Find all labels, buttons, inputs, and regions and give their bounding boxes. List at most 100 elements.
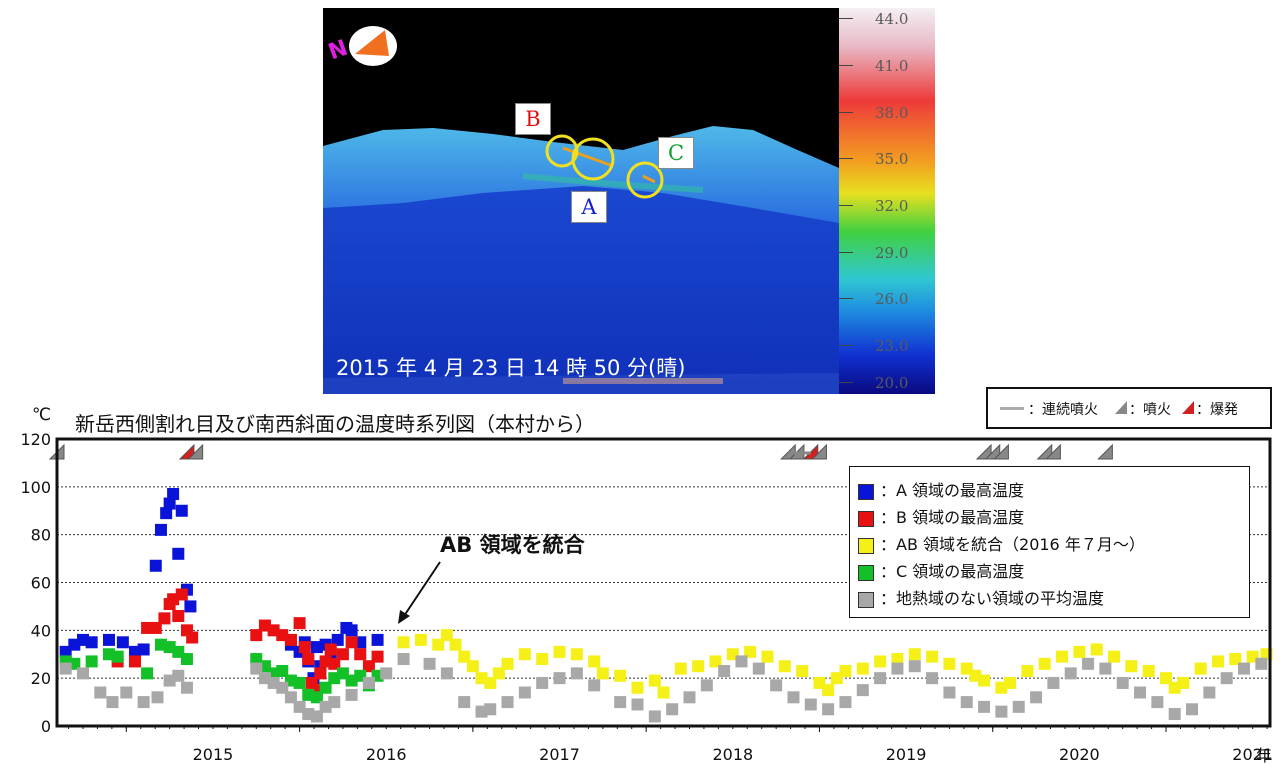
data-point	[59, 662, 72, 675]
data-point	[380, 667, 393, 680]
data-point	[345, 688, 358, 701]
data-point	[960, 696, 973, 709]
data-point	[354, 648, 367, 661]
data-point	[149, 621, 162, 634]
scale-tick: 29.0	[875, 244, 909, 262]
data-point	[536, 653, 549, 666]
data-point	[908, 648, 921, 661]
data-point	[631, 698, 644, 711]
data-point	[770, 679, 783, 692]
data-point	[397, 636, 410, 649]
scale-tick: 44.0	[875, 10, 909, 28]
data-point	[276, 681, 289, 694]
data-point	[284, 691, 297, 704]
x-tick-label: 2017	[539, 745, 580, 764]
data-point	[1220, 672, 1233, 685]
label-a: A	[571, 191, 607, 223]
data-point	[172, 609, 185, 622]
data-point	[856, 662, 869, 675]
data-point	[492, 667, 505, 680]
data-point	[310, 710, 323, 723]
data-point	[1142, 664, 1155, 677]
data-point	[874, 655, 887, 668]
data-point	[345, 624, 358, 637]
data-point	[553, 645, 566, 658]
data-point	[397, 653, 410, 666]
data-point	[700, 679, 713, 692]
data-point	[1030, 691, 1043, 704]
chart-title: 新岳西側割れ目及び南西斜面の温度時系列図（本村から）	[75, 412, 595, 436]
data-point	[1125, 660, 1138, 673]
data-point	[324, 643, 337, 656]
eruption-icon	[1115, 401, 1127, 414]
data-point	[298, 641, 311, 654]
continuous-eruption-icon	[1000, 407, 1024, 410]
data-point	[1064, 667, 1077, 680]
temperature-scale: 44.0 41.0 38.0 35.0 32.0 29.0 26.0 23.0 …	[839, 8, 935, 394]
data-point	[1090, 643, 1103, 656]
data-point	[149, 559, 162, 572]
data-point	[978, 674, 991, 687]
eruption-markers	[48, 443, 1113, 460]
legend-eruption-label: ：噴火	[1129, 402, 1171, 418]
y-tick-label: 120	[20, 430, 51, 449]
x-tick-label: 2016	[366, 745, 407, 764]
data-point	[778, 660, 791, 673]
data-point	[839, 696, 852, 709]
data-point	[692, 660, 705, 673]
data-point	[186, 631, 199, 644]
legend-item: ：C 領域の最高温度	[858, 558, 1024, 582]
series-legend: ：A 領域の最高温度 ：B 領域の最高温度 ：AB 領域を統合（2016 年７月…	[849, 466, 1250, 618]
data-point	[175, 588, 188, 601]
data-point	[371, 650, 384, 663]
scale-tick: 35.0	[875, 150, 909, 168]
data-point	[1056, 650, 1069, 663]
data-point	[458, 650, 471, 663]
x-tick-label: 2020	[1059, 745, 1100, 764]
data-point	[995, 705, 1008, 718]
data-point	[1038, 657, 1051, 670]
label-b: B	[515, 103, 551, 135]
data-point	[536, 676, 549, 689]
data-point	[293, 617, 306, 630]
data-point	[1073, 645, 1086, 658]
data-point	[943, 686, 956, 699]
data-point	[250, 662, 263, 675]
data-point	[518, 648, 531, 661]
y-tick-label: 60	[31, 574, 51, 593]
data-point	[1238, 662, 1251, 675]
data-point	[804, 698, 817, 711]
data-point	[151, 691, 164, 704]
data-point	[518, 686, 531, 699]
eruption-marker	[984, 443, 1001, 460]
scale-tick: 26.0	[875, 290, 909, 308]
data-point	[744, 645, 757, 658]
data-point	[683, 691, 696, 704]
data-point	[484, 676, 497, 689]
annotation-arrow	[398, 561, 441, 624]
data-point	[674, 662, 687, 675]
data-point	[184, 600, 197, 613]
data-point	[120, 686, 133, 699]
data-point	[1151, 696, 1164, 709]
legend-item: ：地熱域のない領域の平均温度	[858, 585, 1104, 609]
data-point	[614, 669, 627, 682]
data-point	[1255, 657, 1268, 670]
data-point	[1186, 703, 1199, 716]
data-point	[414, 633, 427, 646]
data-point	[666, 703, 679, 716]
data-point	[85, 636, 98, 649]
data-point	[718, 664, 731, 677]
legend-explosion-label: ：爆発	[1196, 402, 1238, 418]
data-point	[141, 667, 154, 680]
thermal-landscape	[323, 26, 839, 394]
thermal-image: N B A C	[323, 8, 839, 394]
data-point	[657, 686, 670, 699]
scale-tick: 23.0	[875, 337, 909, 355]
data-point	[458, 696, 471, 709]
data-point	[466, 660, 479, 673]
data-point	[362, 676, 375, 689]
data-point	[167, 488, 180, 501]
data-point	[175, 504, 188, 517]
photo-caption: 2015 年 4 月 23 日 14 時 50 分(晴)	[336, 356, 686, 380]
